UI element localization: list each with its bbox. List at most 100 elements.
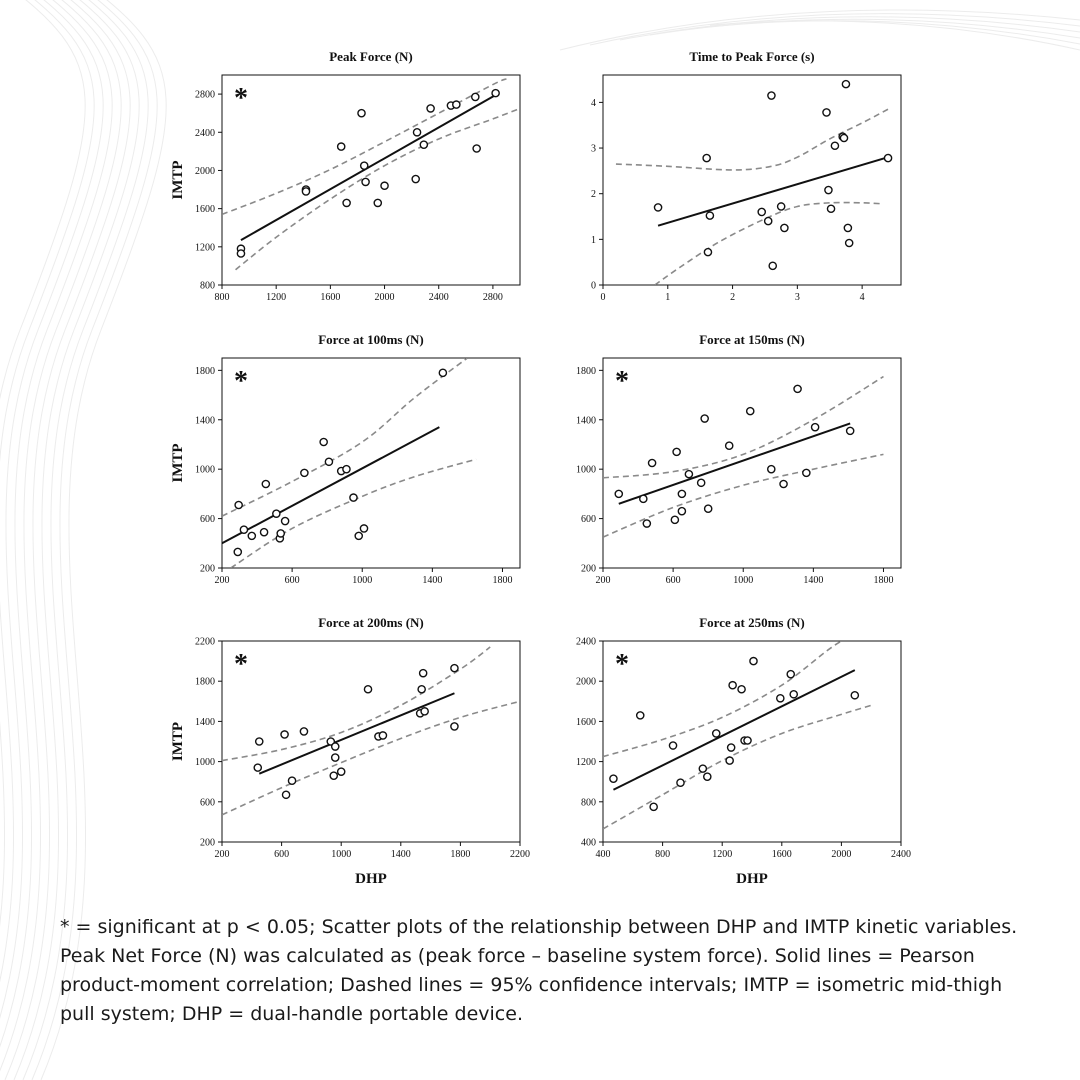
x-tick-label: 1800 bbox=[492, 575, 512, 586]
data-point bbox=[768, 261, 778, 271]
chart-title: Force at 150ms (N) bbox=[699, 332, 805, 347]
data-point bbox=[491, 88, 500, 98]
background-wave-line bbox=[40, 0, 167, 1080]
x-tick-label: 0 bbox=[601, 292, 606, 303]
data-point bbox=[342, 198, 351, 208]
data-point bbox=[826, 204, 836, 214]
y-tick-label: 2200 bbox=[195, 637, 215, 648]
data-point bbox=[728, 680, 737, 690]
x-tick-label: 200 bbox=[215, 849, 230, 860]
plot-frame bbox=[602, 640, 902, 843]
data-point bbox=[726, 743, 736, 752]
x-tick-label: 1200 bbox=[266, 292, 286, 303]
plot-frame bbox=[221, 640, 521, 843]
y-axis-label: IMTP bbox=[170, 443, 186, 482]
y-tick-label: 2000 bbox=[576, 677, 596, 688]
data-point bbox=[254, 737, 264, 746]
y-tick-label: 800 bbox=[581, 797, 596, 808]
x-tick-label: 600 bbox=[274, 849, 289, 860]
data-point bbox=[883, 153, 893, 163]
chart-panel-4: Force at 150ms (N) 200 600 1000 1400 1800 200 6… bbox=[576, 332, 902, 586]
x-tick-label: 2400 bbox=[429, 292, 449, 303]
data-point bbox=[672, 447, 681, 457]
data-point bbox=[698, 764, 708, 773]
data-point bbox=[647, 458, 657, 468]
x-tick-label: 4 bbox=[860, 292, 865, 303]
plot-frame bbox=[602, 357, 902, 569]
x-tick-label: 600 bbox=[666, 575, 681, 586]
y-tick-label: 600 bbox=[200, 797, 215, 808]
data-point bbox=[280, 516, 290, 526]
ci-upper-line bbox=[222, 358, 468, 517]
data-point bbox=[380, 181, 389, 191]
data-point bbox=[281, 790, 291, 800]
data-point bbox=[684, 469, 694, 479]
background-wave-line bbox=[589, 13, 1080, 46]
chart-panel-1: Peak Force (N) 800 1200 1600 2000 2400 2800 800… bbox=[170, 49, 521, 303]
data-point bbox=[259, 527, 269, 537]
x-tick-label: 800 bbox=[655, 849, 670, 860]
chart-panel-2: Time to Peak Force (s) 0 1 2 3 4 0 1 2 3 4 bbox=[591, 49, 902, 303]
y-tick-label: 600 bbox=[200, 514, 215, 525]
plot-area bbox=[603, 375, 884, 538]
x-tick-label: 2800 bbox=[483, 292, 503, 303]
data-point bbox=[676, 778, 685, 788]
x-tick-label: 2 bbox=[730, 292, 735, 303]
y-tick-label: 2 bbox=[591, 189, 596, 200]
x-axis-label: DHP bbox=[736, 871, 768, 887]
data-point bbox=[329, 771, 339, 780]
background-wave-line bbox=[0, 0, 104, 1019]
ci-lower-line bbox=[235, 107, 520, 271]
data-point bbox=[236, 249, 246, 258]
data-point bbox=[357, 108, 366, 118]
data-point bbox=[793, 384, 802, 394]
data-point bbox=[276, 529, 286, 538]
x-tick-label: 800 bbox=[215, 292, 230, 303]
significance-marker: * bbox=[234, 83, 248, 114]
chart-panel-3: Force at 100ms (N) 200 600 1000 1400 1800 200 6… bbox=[170, 332, 521, 586]
data-point bbox=[300, 468, 309, 478]
x-tick-label: 1200 bbox=[712, 849, 732, 860]
x-tick-label: 1 bbox=[665, 292, 670, 303]
regression-line bbox=[612, 669, 856, 791]
x-tick-label: 1600 bbox=[320, 292, 340, 303]
data-point bbox=[472, 144, 481, 153]
y-tick-label: 2400 bbox=[195, 128, 215, 139]
data-point bbox=[745, 406, 755, 416]
data-point bbox=[725, 756, 734, 765]
data-point bbox=[336, 142, 346, 151]
background-wave-line bbox=[559, 9, 1080, 51]
y-tick-label: 1400 bbox=[576, 415, 596, 426]
chart-title: Peak Force (N) bbox=[329, 49, 413, 64]
background-wave-line bbox=[679, 20, 1080, 45]
data-point bbox=[786, 669, 796, 679]
data-point bbox=[780, 223, 789, 233]
x-tick-label: 3 bbox=[795, 292, 800, 303]
regression-line bbox=[657, 156, 889, 227]
data-point bbox=[418, 668, 428, 678]
data-point bbox=[359, 161, 369, 170]
data-point bbox=[324, 457, 334, 467]
x-tick-label: 2000 bbox=[375, 292, 395, 303]
data-point bbox=[452, 100, 461, 109]
data-point bbox=[609, 774, 618, 783]
data-point bbox=[420, 707, 429, 716]
regression-line bbox=[240, 94, 497, 242]
data-point bbox=[319, 437, 328, 447]
y-tick-label: 1000 bbox=[576, 465, 596, 476]
data-point bbox=[287, 776, 297, 785]
data-point bbox=[359, 524, 369, 533]
data-point bbox=[824, 185, 833, 195]
data-point bbox=[361, 177, 370, 187]
x-tick-label: 1000 bbox=[733, 575, 753, 586]
data-point bbox=[233, 547, 243, 557]
ci-upper-line bbox=[222, 78, 507, 216]
y-tick-label: 0 bbox=[591, 281, 596, 292]
data-point bbox=[330, 742, 340, 751]
y-tick-label: 2800 bbox=[195, 90, 215, 101]
background-wave-line bbox=[13, 0, 140, 1080]
data-point bbox=[426, 104, 435, 113]
data-point bbox=[677, 489, 687, 499]
data-point bbox=[373, 198, 383, 208]
